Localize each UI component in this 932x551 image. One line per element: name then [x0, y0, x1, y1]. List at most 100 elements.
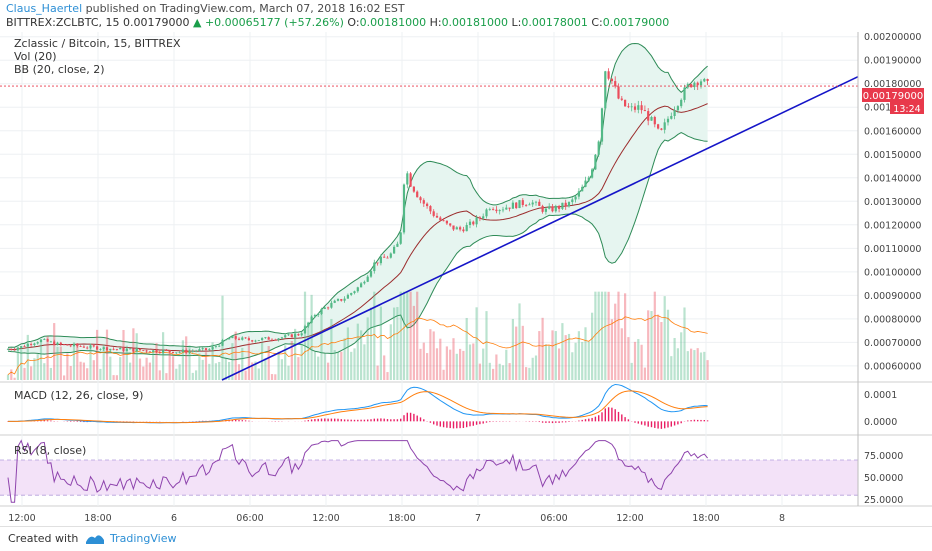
candle-body: [330, 303, 332, 308]
macd-histogram-bar: [235, 420, 236, 422]
volume-bar: [396, 307, 398, 380]
candle: [410, 172, 412, 187]
volume-bar: [551, 330, 553, 380]
candle-body: [301, 333, 303, 335]
macd-histogram-bar: [618, 412, 619, 421]
macd-histogram-bar: [611, 408, 612, 422]
volume-bar: [287, 366, 289, 380]
legend-bb: BB (20, close, 2): [14, 63, 105, 76]
volume-bar: [314, 352, 316, 380]
volume-bar: [109, 357, 111, 380]
candle-body: [152, 350, 154, 352]
macd-histogram-bar: [657, 421, 658, 428]
volume-bar: [456, 354, 458, 380]
candle-body: [505, 208, 507, 210]
candle-body: [129, 349, 131, 350]
volume-bar: [116, 375, 118, 380]
volume-bar: [512, 319, 514, 380]
macd-histogram-bar: [664, 421, 665, 428]
candle-body: [525, 205, 527, 206]
candle-body: [654, 117, 656, 124]
volume-bar: [377, 366, 379, 380]
candle-body: [393, 247, 395, 254]
time-tick-label: 6: [171, 513, 177, 524]
candle-body: [212, 347, 214, 349]
candle-body: [631, 106, 633, 107]
macd-histogram-bar: [598, 415, 599, 421]
tradingview-link[interactable]: TradingView: [110, 532, 176, 545]
price-chart[interactable]: 0.000600000.000700000.000800000.00090000…: [0, 32, 932, 526]
volume-bar: [86, 368, 88, 380]
candle: [142, 350, 144, 351]
price-tick-label: 0.00060000: [864, 361, 921, 372]
price-tick-label: 0.00090000: [864, 291, 921, 302]
volume-bar: [225, 358, 227, 380]
macd-histogram-bar: [420, 417, 421, 421]
macd-histogram-bar: [357, 420, 358, 422]
candle-body: [231, 336, 233, 338]
low-label: L:: [512, 16, 522, 29]
candle-body: [396, 244, 398, 247]
macd-histogram-bar: [47, 420, 48, 421]
candle-body: [344, 299, 346, 301]
candle-body: [647, 111, 649, 121]
volume-bar: [218, 362, 220, 380]
volume-bar: [413, 306, 415, 380]
volume-bar: [89, 347, 91, 380]
volume-bar: [96, 330, 98, 380]
volume-bar: [27, 335, 29, 380]
volume-bar: [324, 354, 326, 380]
author-link[interactable]: Claus_Haertel: [6, 2, 82, 15]
last-price-label: 0.00179000: [863, 91, 923, 102]
macd-histogram-bar: [463, 421, 464, 428]
volume-bar: [647, 310, 649, 380]
legend-main: Zclassic / Bitcoin, 15, BITTREX: [14, 37, 181, 50]
candle-body: [89, 345, 91, 347]
candle-body: [383, 257, 385, 258]
high-value: 0.00181000: [442, 16, 508, 29]
volume-bar: [687, 351, 689, 380]
candle-body: [320, 309, 322, 314]
candle-body: [542, 206, 544, 212]
candle: [598, 140, 600, 157]
volume-bar: [380, 307, 382, 380]
macd-histogram-bar: [304, 421, 305, 422]
macd-histogram-bar: [601, 412, 602, 421]
volume-bar: [202, 360, 204, 380]
candle-body: [528, 204, 530, 205]
chart-header: Claus_Haertel published on TradingView.c…: [0, 0, 932, 30]
candle-body: [258, 340, 260, 341]
rsi-tick-label: 75.0000: [864, 451, 903, 462]
candle-body: [159, 352, 161, 353]
macd-histogram-bar: [469, 421, 470, 426]
volume-bar: [608, 292, 610, 380]
macd-histogram-bar: [562, 421, 563, 422]
macd-histogram-bar: [479, 421, 480, 424]
rsi-tick-label: 50.0000: [864, 473, 903, 484]
volume-bar: [495, 354, 497, 380]
candle-body: [139, 349, 141, 350]
candle-body: [122, 348, 124, 351]
volume-bar: [155, 343, 157, 380]
volume-bar: [373, 292, 375, 380]
volume-bar: [423, 343, 425, 380]
volume-bar: [703, 352, 705, 380]
candle-body: [700, 81, 702, 85]
candle-body: [522, 200, 524, 205]
volume-bar: [169, 350, 171, 380]
macd-histogram-bar: [50, 421, 51, 422]
volume-bar: [403, 292, 405, 380]
candle-body: [251, 340, 253, 341]
candle-body: [664, 122, 666, 129]
candle: [258, 340, 260, 341]
macd-histogram-bar: [377, 419, 378, 422]
candle-body: [93, 345, 95, 346]
volume-bar: [426, 353, 428, 380]
close-label: C:: [591, 16, 602, 29]
macd-histogram-bar: [318, 419, 319, 421]
candle: [604, 71, 606, 109]
candle-body: [165, 350, 167, 351]
candle-body: [509, 208, 511, 209]
candle-body: [598, 142, 600, 155]
volume-bar: [617, 292, 619, 380]
